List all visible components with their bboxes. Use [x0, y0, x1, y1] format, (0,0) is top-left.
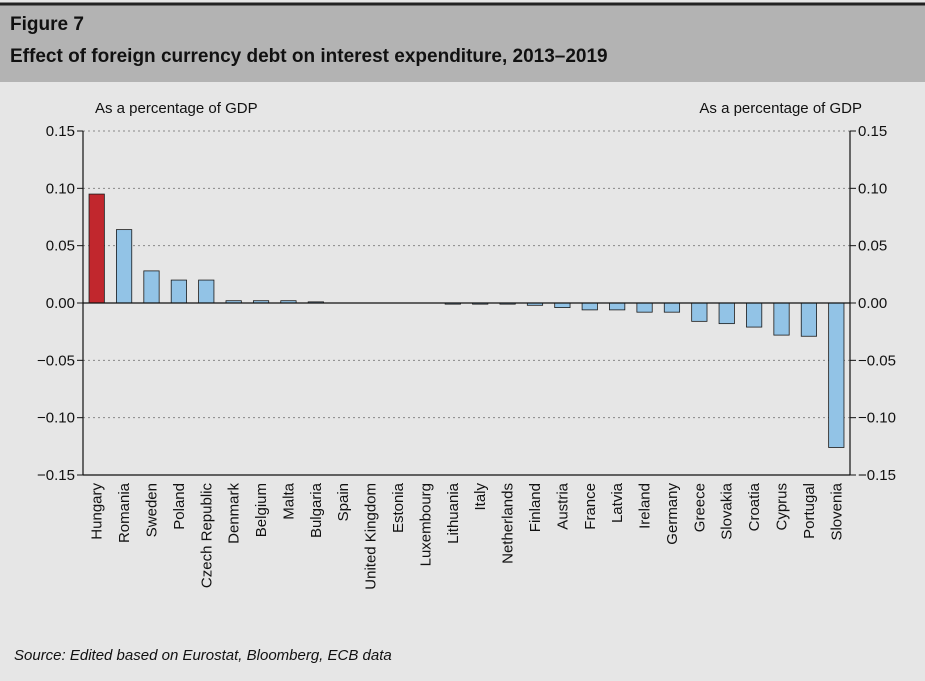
- x-tick-label: Romania: [116, 482, 133, 543]
- y-tick-label: 0.05: [46, 238, 75, 255]
- y-tick-label: 0.10: [46, 180, 75, 197]
- y-tick-label: 0.00: [46, 295, 75, 312]
- x-tick-label: Luxembourg: [417, 483, 434, 566]
- y2-tick-label: 0.00: [858, 295, 887, 312]
- x-tick-label: Cyprus: [774, 483, 791, 531]
- y2-tick-label: 0.15: [858, 123, 887, 140]
- y2-tick-label: 0.05: [858, 238, 887, 255]
- bar: [718, 302, 735, 325]
- y2-tick-label: −0.15: [858, 467, 896, 484]
- bar: [746, 302, 763, 328]
- x-tick-label: Czech Republic: [198, 483, 215, 589]
- x-tick-label: Finland: [527, 483, 544, 532]
- x-tick-label: Ireland: [637, 483, 654, 529]
- bar: [663, 302, 681, 313]
- chart-title: Effect of foreign currency debt on inter…: [10, 46, 608, 67]
- header-band: [0, 5, 925, 82]
- x-tick-label: Sweden: [143, 483, 160, 537]
- bar: [116, 229, 133, 304]
- x-tick-label: France: [582, 483, 599, 530]
- x-tick-label: Germany: [664, 483, 681, 545]
- bar: [609, 302, 626, 311]
- y-tick-label: −0.10: [37, 410, 75, 427]
- x-tick-label: Bulgaria: [308, 482, 325, 538]
- x-tick-label: Latvia: [609, 482, 626, 523]
- bar: [170, 279, 187, 304]
- figure-label: Figure 7: [10, 14, 84, 35]
- y2-tick-label: 0.10: [858, 180, 887, 197]
- x-tick-label: Greece: [691, 483, 708, 532]
- x-tick-label: Hungary: [89, 483, 106, 540]
- x-tick-label: Spain: [335, 483, 352, 521]
- x-tick-label: Denmark: [226, 483, 243, 544]
- bar: [88, 193, 105, 304]
- y-tick-label: −0.05: [37, 352, 75, 369]
- x-tick-label: Malta: [280, 482, 297, 519]
- y-tick-label: 0.15: [46, 123, 75, 140]
- bar: [691, 302, 708, 322]
- x-tick-label: Croatia: [746, 482, 763, 531]
- bar: [800, 302, 817, 337]
- source-note: Source: Edited based on Eurostat, Bloomb…: [14, 647, 392, 664]
- x-tick-label: Lithuania: [445, 482, 462, 544]
- bar: [636, 302, 653, 313]
- bar: [828, 302, 845, 448]
- x-tick-label: Poland: [171, 483, 188, 530]
- x-tick-label: United Kingdom: [363, 483, 380, 590]
- y2-tick-label: −0.10: [858, 410, 896, 427]
- y-tick-label: −0.15: [37, 467, 75, 484]
- bar: [198, 279, 215, 304]
- y2-axis-label: As a percentage of GDP: [699, 100, 862, 117]
- bar: [581, 302, 598, 311]
- bar: [773, 302, 790, 336]
- x-tick-label: Austria: [554, 482, 571, 529]
- x-tick-label: Portugal: [801, 483, 818, 539]
- y2-tick-label: −0.05: [858, 352, 896, 369]
- x-tick-label: Netherlands: [500, 483, 517, 564]
- x-tick-label: Slovenia: [828, 482, 845, 540]
- x-tick-label: Italy: [472, 483, 489, 511]
- bar: [554, 302, 571, 308]
- x-tick-label: Slovakia: [719, 482, 736, 539]
- bar: [143, 270, 160, 304]
- x-tick-label: Belgium: [253, 483, 270, 537]
- y-axis-label: As a percentage of GDP: [95, 100, 258, 117]
- x-tick-label: Estonia: [390, 482, 407, 533]
